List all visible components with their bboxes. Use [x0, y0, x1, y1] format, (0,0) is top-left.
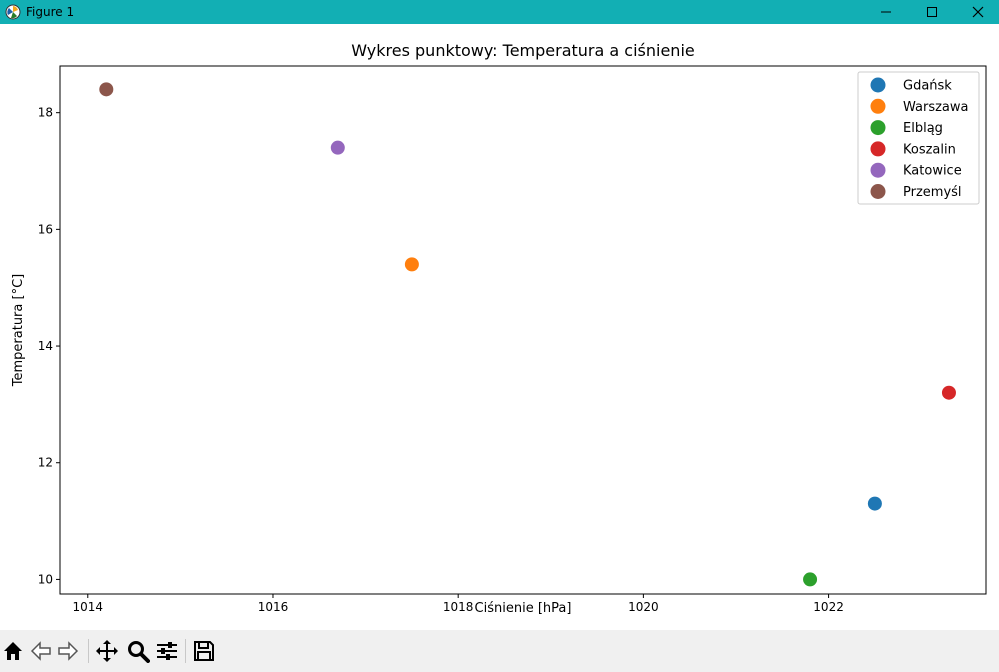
legend-label: Katowice	[903, 164, 962, 179]
legend-box	[857, 71, 980, 205]
close-button[interactable]	[955, 0, 999, 24]
x-tick-label: 1022	[813, 600, 844, 614]
y-tick-label: 10	[38, 572, 53, 586]
minimize-button[interactable]	[863, 0, 909, 24]
figure-canvas: Wykres punktowy: Temperatura a ciśnienie…	[0, 24, 999, 630]
back-icon	[30, 641, 51, 661]
window-titlebar: Figure 1	[0, 0, 999, 24]
scatter-point	[941, 385, 956, 400]
maximize-button[interactable]	[909, 0, 955, 24]
x-tick-label: 1018	[443, 600, 474, 614]
home-icon	[4, 642, 22, 660]
pan-icon	[96, 640, 118, 662]
x-tick-label: 1016	[258, 600, 289, 614]
legend-marker	[870, 141, 886, 157]
pan-button[interactable]	[94, 638, 120, 664]
x-tick-label: 1014	[73, 600, 104, 614]
x-tick-label: 1020	[628, 600, 659, 614]
legend-label: Warszawa	[903, 100, 969, 115]
forward-button[interactable]	[55, 638, 81, 664]
navigation-toolbar	[0, 630, 999, 672]
legend-marker	[870, 77, 886, 93]
plot-frame	[59, 65, 987, 595]
legend-marker	[870, 184, 886, 199]
zoom-icon	[128, 641, 150, 663]
maximize-icon	[927, 7, 937, 17]
legend-label: Przemyśl	[903, 185, 962, 200]
scatter-point	[803, 572, 818, 587]
y-tick-label: 14	[38, 339, 53, 353]
scatter-point	[867, 496, 882, 511]
toolbar-separator	[185, 639, 186, 663]
save-icon	[194, 641, 214, 661]
scatter-point	[99, 82, 114, 97]
legend-marker	[870, 98, 886, 114]
toolbar-separator	[88, 639, 89, 663]
forward-icon	[58, 641, 79, 661]
close-icon	[972, 6, 984, 18]
scatter-point	[330, 140, 345, 155]
legend-label: Gdańsk	[903, 79, 952, 94]
back-button[interactable]	[28, 638, 54, 664]
y-axis-label: Temperatura [°C]	[11, 274, 26, 387]
save-button[interactable]	[191, 638, 217, 664]
legend-label: Koszalin	[903, 142, 956, 157]
minimize-icon	[881, 11, 891, 13]
configure-subplots-button[interactable]	[154, 638, 180, 664]
scatter-point	[404, 257, 419, 272]
y-tick-label: 16	[38, 222, 53, 236]
legend-marker	[870, 120, 886, 136]
scatter-chart: Wykres punktowy: Temperatura a ciśnienie…	[11, 41, 987, 616]
home-button[interactable]	[0, 638, 26, 664]
legend-marker	[870, 162, 886, 178]
matplotlib-logo-icon	[5, 4, 21, 20]
zoom-button[interactable]	[125, 638, 151, 664]
scatter-points	[99, 82, 956, 587]
y-axis-ticks: 10 12 14 16 18	[38, 106, 60, 586]
window-title: Figure 1	[26, 5, 75, 19]
configure-subplots-icon	[157, 642, 177, 660]
x-axis-ticks: 1014 1016 1018 1020 1022	[73, 594, 844, 614]
y-tick-label: 12	[38, 456, 53, 470]
chart-title: Wykres punktowy: Temperatura a ciśnienie	[351, 41, 694, 60]
legend-label: Elbląg	[903, 121, 943, 136]
y-tick-label: 18	[38, 106, 53, 120]
x-axis-label: Ciśnienie [hPa]	[475, 601, 572, 616]
legend: Gdańsk Warszawa Elbląg Koszalin Katowice Prze…	[857, 71, 980, 205]
